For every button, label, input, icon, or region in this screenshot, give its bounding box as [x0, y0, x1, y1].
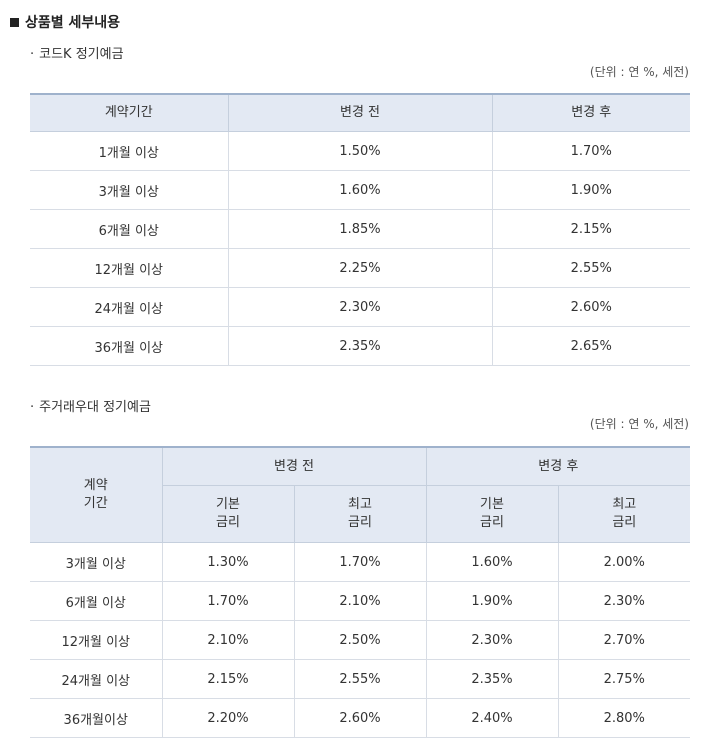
- header-term-line1: 계약: [83, 478, 108, 493]
- before-basic-cell: 1.70%: [161, 581, 294, 621]
- after-basic-cell: 2.30%: [425, 620, 559, 660]
- table-row: 3개월 이상 1.30% 1.70% 1.60% 2.00%: [30, 542, 691, 582]
- term-cell: 24개월 이상: [30, 659, 162, 699]
- term-cell: 6개월 이상: [30, 581, 162, 621]
- table-row: 24개월 이상 2.15% 2.55% 2.35% 2.75%: [30, 659, 691, 699]
- rate-after-cell: 2.15%: [491, 209, 690, 249]
- rate-after-cell: 2.65%: [491, 326, 690, 366]
- bullet-dot-icon: ·: [30, 400, 35, 415]
- term-cell: 6개월 이상: [30, 209, 228, 249]
- before-max-cell: 1.70%: [293, 542, 427, 582]
- header-before: 변경 전: [161, 446, 427, 486]
- table-row: 1개월 이상 1.50% 1.70%: [30, 131, 690, 171]
- after-max-cell: 2.75%: [557, 659, 691, 699]
- header-max-line1: 최고: [612, 497, 637, 512]
- header-term: 계약 기간: [30, 446, 162, 543]
- header-max-line2: 금리: [348, 515, 372, 530]
- product1-rate-table: 계약기간 변경 전 변경 후 1개월 이상 1.50% 1.70% 3개월 이상…: [30, 93, 690, 366]
- product2-unit-note: (단위 : 연 %, 세전): [589, 417, 689, 431]
- table-row: 12개월 이상 2.25% 2.55%: [30, 248, 690, 288]
- before-basic-cell: 2.20%: [161, 698, 294, 738]
- square-bullet-icon: [10, 17, 19, 27]
- table-row: 3개월 이상 1.60% 1.90%: [30, 170, 690, 210]
- rate-before-cell: 2.25%: [227, 248, 492, 288]
- header-term-line2: 기간: [83, 496, 108, 511]
- before-max-cell: 2.55%: [293, 659, 427, 699]
- product1-title-text: 코드K 정기예금: [39, 47, 124, 62]
- rate-before-cell: 2.35%: [227, 326, 492, 366]
- table-row: 6개월 이상 1.85% 2.15%: [30, 209, 690, 249]
- header-before: 변경 전: [227, 93, 492, 132]
- header-before-max: 최고 금리: [293, 485, 427, 543]
- after-basic-cell: 2.35%: [425, 659, 559, 699]
- before-max-cell: 2.10%: [293, 581, 427, 621]
- rate-before-cell: 1.50%: [227, 131, 492, 171]
- after-basic-cell: 1.60%: [425, 542, 559, 582]
- section-title-text: 상품별 세부내용: [25, 15, 121, 31]
- table-row: 36개월 이상 2.35% 2.65%: [30, 326, 690, 366]
- table-header-row: 계약 기간 변경 전 변경 후: [30, 446, 691, 543]
- header-basic-line2: 금리: [480, 515, 504, 530]
- header-basic-line1: 기본: [216, 497, 240, 512]
- header-after: 변경 후: [425, 446, 691, 486]
- term-cell: 24개월 이상: [30, 287, 228, 327]
- table-row: 6개월 이상 1.70% 2.10% 1.90% 2.30%: [30, 581, 691, 621]
- rate-after-cell: 2.60%: [491, 287, 690, 327]
- term-cell: 3개월 이상: [30, 170, 228, 210]
- after-max-cell: 2.00%: [557, 542, 691, 582]
- header-after-basic: 기본 금리: [425, 485, 559, 543]
- after-basic-cell: 2.40%: [425, 698, 559, 738]
- header-basic-line1: 기본: [480, 497, 504, 512]
- term-cell: 36개월 이상: [30, 326, 228, 366]
- after-max-cell: 2.30%: [557, 581, 691, 621]
- after-max-cell: 2.80%: [557, 698, 691, 738]
- rate-after-cell: 1.70%: [491, 131, 690, 171]
- product2-title: · 주거래우대 정기예금: [30, 396, 151, 415]
- rate-after-cell: 2.55%: [491, 248, 690, 288]
- section-title: 상품별 세부내용: [10, 12, 120, 32]
- term-cell: 36개월이상: [30, 698, 162, 738]
- product1-title: · 코드K 정기예금: [30, 43, 124, 62]
- table-row: 24개월 이상 2.30% 2.60%: [30, 287, 690, 327]
- table-row: 36개월이상 2.20% 2.60% 2.40% 2.80%: [30, 698, 691, 738]
- term-cell: 12개월 이상: [30, 248, 228, 288]
- rate-after-cell: 1.90%: [491, 170, 690, 210]
- header-after: 변경 후: [491, 93, 690, 132]
- table-header-row: 계약기간 변경 전 변경 후: [30, 93, 690, 132]
- product1-unit-note: (단위 : 연 %, 세전): [589, 65, 689, 79]
- bullet-dot-icon: ·: [30, 47, 35, 62]
- after-max-cell: 2.70%: [557, 620, 691, 660]
- rate-before-cell: 2.30%: [227, 287, 492, 327]
- term-cell: 1개월 이상: [30, 131, 228, 171]
- term-cell: 3개월 이상: [30, 542, 162, 582]
- header-max-line2: 금리: [612, 515, 637, 530]
- before-basic-cell: 1.30%: [161, 542, 294, 582]
- after-basic-cell: 1.90%: [425, 581, 559, 621]
- rate-before-cell: 1.60%: [227, 170, 492, 210]
- header-after-max: 최고 금리: [557, 485, 691, 543]
- table-row: 12개월 이상 2.10% 2.50% 2.30% 2.70%: [30, 620, 691, 660]
- term-cell: 12개월 이상: [30, 620, 162, 660]
- before-max-cell: 2.60%: [293, 698, 427, 738]
- table-subheader-row: 기본 금리 최고 금리 기본 금리 최고 금리: [30, 485, 691, 543]
- header-term: 계약기간: [30, 93, 228, 132]
- before-basic-cell: 2.10%: [161, 620, 294, 660]
- rate-before-cell: 1.85%: [227, 209, 492, 249]
- header-basic-line2: 금리: [216, 515, 240, 530]
- before-basic-cell: 2.15%: [161, 659, 294, 699]
- product2-title-text: 주거래우대 정기예금: [39, 400, 151, 415]
- product2-rate-table: 계약 기간 변경 전 변경 후 기본 금리 최고 금리 기본 금리 최고 금리: [30, 446, 691, 738]
- before-max-cell: 2.50%: [293, 620, 427, 660]
- header-before-basic: 기본 금리: [161, 485, 294, 543]
- header-max-line1: 최고: [348, 497, 372, 512]
